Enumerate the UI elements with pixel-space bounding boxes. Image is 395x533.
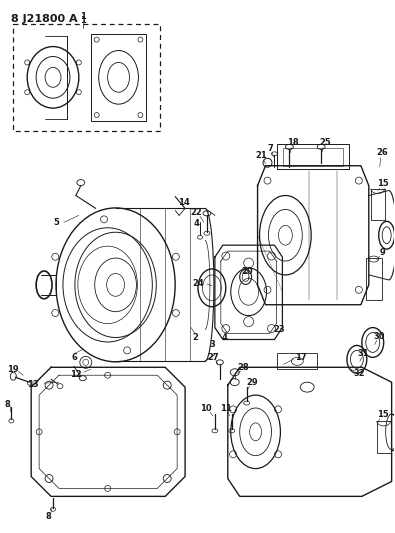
Text: 29: 29	[247, 378, 258, 386]
Text: 32: 32	[353, 369, 365, 378]
Text: 5: 5	[53, 218, 59, 227]
Text: 17: 17	[295, 353, 307, 362]
Text: 12: 12	[70, 370, 82, 379]
Text: 8: 8	[45, 512, 51, 521]
Text: 11: 11	[220, 405, 232, 414]
Text: 7: 7	[267, 144, 273, 154]
Bar	[277, 144, 349, 168]
Text: 10: 10	[200, 405, 212, 414]
Text: 8 J21800 A: 8 J21800 A	[11, 14, 78, 24]
Text: 15: 15	[377, 179, 389, 188]
Text: 19: 19	[8, 365, 19, 374]
Bar	[283, 148, 343, 166]
Text: 21: 21	[256, 151, 267, 160]
Text: 6: 6	[72, 353, 78, 362]
Text: 8: 8	[4, 400, 10, 408]
Text: 22: 22	[190, 208, 202, 217]
Text: 15: 15	[377, 410, 389, 419]
Text: 14: 14	[178, 198, 190, 207]
Text: 31: 31	[357, 349, 369, 358]
Text: 13: 13	[27, 379, 39, 389]
Bar	[377, 421, 391, 453]
Text: 24: 24	[192, 279, 204, 288]
Text: 23: 23	[274, 325, 285, 334]
Text: 27: 27	[207, 353, 219, 362]
Bar	[366, 258, 382, 300]
Text: 25: 25	[319, 139, 331, 148]
Text: 18: 18	[288, 139, 299, 148]
Text: 30: 30	[374, 332, 386, 341]
Bar	[371, 189, 385, 220]
Text: 4: 4	[193, 219, 199, 228]
Text: 2: 2	[192, 333, 198, 342]
Text: 3: 3	[209, 340, 215, 349]
Bar	[91, 34, 147, 121]
Text: 1: 1	[80, 16, 86, 25]
Text: 1: 1	[80, 12, 86, 21]
Bar	[13, 24, 160, 131]
Bar	[277, 353, 317, 369]
Text: 20: 20	[242, 268, 254, 277]
Text: 4: 4	[222, 333, 228, 342]
Text: 28: 28	[238, 363, 250, 372]
Text: 26: 26	[377, 148, 389, 157]
Text: 9: 9	[380, 248, 386, 256]
